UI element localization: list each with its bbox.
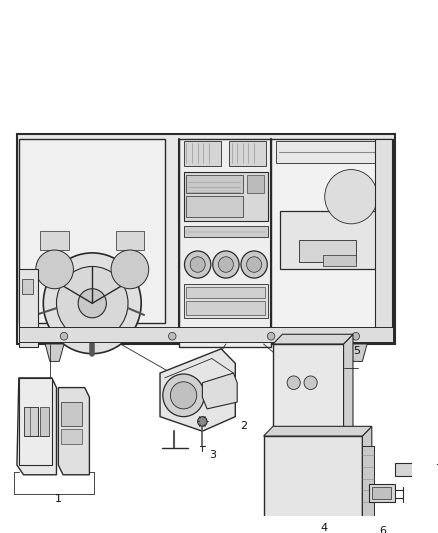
Polygon shape	[17, 378, 57, 475]
Polygon shape	[45, 344, 64, 361]
Bar	[372, 487, 391, 499]
Bar	[229, 141, 266, 166]
Bar	[187, 287, 265, 298]
Bar	[40, 231, 69, 250]
Circle shape	[352, 333, 360, 340]
Bar	[179, 139, 271, 347]
Circle shape	[241, 251, 267, 278]
Bar	[396, 463, 416, 476]
Circle shape	[184, 251, 211, 278]
Circle shape	[325, 169, 378, 224]
Polygon shape	[202, 373, 237, 409]
Bar	[302, 523, 315, 531]
Circle shape	[78, 289, 106, 318]
Circle shape	[219, 257, 233, 272]
Bar	[187, 301, 265, 315]
Bar	[19, 327, 393, 342]
Circle shape	[57, 266, 128, 340]
Circle shape	[36, 250, 74, 289]
Polygon shape	[348, 344, 367, 361]
Bar	[374, 139, 392, 342]
Bar	[116, 231, 144, 250]
Bar	[271, 139, 393, 342]
Bar	[247, 175, 264, 193]
Circle shape	[60, 333, 68, 340]
Circle shape	[111, 250, 149, 289]
Bar	[39, 407, 49, 436]
Text: 3: 3	[209, 450, 216, 461]
Bar	[19, 139, 165, 322]
Bar	[264, 436, 362, 528]
Bar	[184, 226, 268, 237]
Polygon shape	[264, 426, 372, 436]
Polygon shape	[362, 426, 372, 528]
Circle shape	[43, 253, 141, 354]
Bar	[17, 134, 396, 344]
Text: 6: 6	[379, 526, 386, 533]
Polygon shape	[19, 378, 52, 465]
Text: 1: 1	[55, 494, 62, 504]
Bar	[19, 269, 38, 347]
Bar	[61, 429, 82, 444]
Bar	[280, 211, 393, 269]
Bar	[273, 344, 343, 436]
Bar	[61, 402, 82, 426]
Bar	[285, 523, 298, 531]
Circle shape	[267, 333, 275, 340]
Bar	[187, 196, 243, 217]
Bar	[323, 255, 356, 266]
Polygon shape	[160, 349, 235, 431]
Bar	[336, 523, 349, 531]
Text: 5: 5	[353, 346, 360, 356]
Bar	[184, 284, 268, 318]
Bar	[187, 175, 243, 193]
Bar	[299, 240, 356, 262]
Text: 2: 2	[240, 422, 247, 431]
Bar	[184, 141, 221, 166]
Bar	[369, 484, 396, 502]
Circle shape	[169, 333, 176, 340]
Bar	[21, 279, 33, 294]
Bar	[319, 523, 332, 531]
Circle shape	[170, 382, 197, 409]
Bar	[268, 523, 282, 531]
Polygon shape	[273, 334, 353, 344]
Circle shape	[198, 417, 207, 426]
Bar	[276, 141, 389, 163]
Circle shape	[163, 374, 204, 417]
Text: 7: 7	[435, 464, 438, 474]
Circle shape	[287, 376, 300, 390]
Bar	[184, 173, 268, 221]
Bar	[24, 407, 38, 436]
Circle shape	[190, 257, 205, 272]
Polygon shape	[343, 334, 353, 436]
Circle shape	[213, 251, 239, 278]
Text: 4: 4	[320, 523, 327, 533]
Polygon shape	[58, 387, 89, 475]
Circle shape	[304, 376, 317, 390]
Circle shape	[247, 257, 261, 272]
Bar	[362, 446, 374, 523]
